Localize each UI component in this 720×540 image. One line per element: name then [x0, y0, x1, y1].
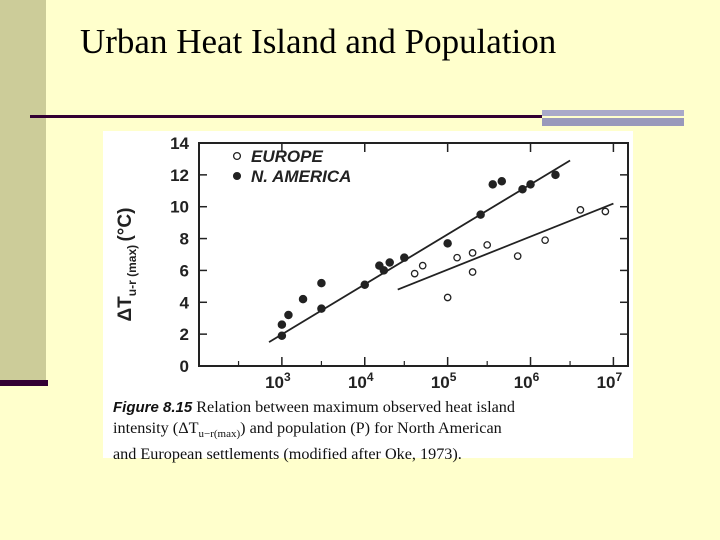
data-point-europe — [443, 293, 452, 302]
data-point-n-america — [317, 278, 326, 288]
data-point-n-america — [379, 266, 389, 275]
caption-line-3: and European settlements (modified after… — [113, 445, 462, 464]
title-divider — [30, 115, 542, 118]
data-point-n-america — [476, 210, 485, 219]
data-point-n-america — [400, 253, 409, 262]
left-accent-bar-base — [0, 380, 48, 386]
divider-accent-bottom — [542, 118, 684, 126]
data-point-n-america — [277, 331, 287, 340]
legend-label: N. AMERICA — [251, 167, 351, 186]
legend-marker — [232, 171, 242, 181]
caption-line-1: Relation between maximum observed heat i… — [196, 398, 515, 416]
y-tick-label: 4 — [180, 293, 190, 312]
y-tick-label: 8 — [180, 230, 189, 249]
data-point-n-america — [443, 239, 452, 248]
data-point-europe — [468, 268, 477, 276]
data-point-n-america — [518, 184, 527, 194]
left-accent-bar — [0, 0, 46, 382]
figure-panel: 0 2 4 6 8 10 12 14 103 104 105 106 107 ΔTu-r (max) (°… — [103, 131, 633, 463]
data-point-europe — [418, 261, 427, 270]
legend-marker — [232, 151, 242, 161]
data-point-europe — [483, 241, 492, 249]
plot-frame — [198, 142, 629, 367]
data-point-europe — [576, 206, 585, 214]
y-tick-label: 12 — [170, 166, 189, 185]
data-point-n-america — [360, 280, 370, 290]
data-point-n-america — [551, 170, 560, 180]
caption-line-2: intensity (ΔT — [113, 419, 199, 437]
y-tick-label: 0 — [180, 357, 189, 376]
data-point-europe — [601, 207, 610, 216]
data-point-n-america — [385, 258, 394, 267]
x-tick-label: 105 — [431, 370, 457, 392]
data-point-europe — [541, 236, 549, 245]
x-tick-label: 106 — [514, 370, 540, 392]
y-tick-label: 2 — [180, 325, 189, 344]
scatter-chart: 0 2 4 6 8 10 12 14 103 104 105 106 107 ΔTu-r (max) (°… — [115, 134, 629, 392]
y-tick-label: 14 — [170, 134, 189, 153]
y-tick-label: 10 — [170, 198, 189, 217]
figure-number: Figure 8.15 — [113, 399, 193, 416]
data-point-n-america — [277, 320, 287, 329]
data-point-n-america — [488, 180, 497, 189]
data-point-europe — [453, 253, 461, 262]
y-axis-label: ΔTu-r (max) (°C) — [115, 208, 139, 322]
legend-label: EUROPE — [251, 147, 323, 166]
x-tick-label: 104 — [348, 370, 374, 392]
trend-line — [397, 202, 614, 291]
data-point-europe — [468, 249, 477, 257]
data-point-n-america — [497, 176, 507, 186]
data-point-n-america — [284, 310, 293, 320]
caption-line-2b: ) and population (P) for North American — [240, 419, 502, 437]
x-tick-label: 103 — [265, 370, 291, 392]
data-point-n-america — [317, 304, 326, 313]
divider-accent-top — [542, 110, 684, 116]
data-point-europe — [410, 269, 419, 278]
y-tick-label: 6 — [180, 261, 189, 280]
slide-title: Urban Heat Island and Population — [80, 22, 557, 61]
data-point-n-america — [298, 294, 308, 304]
data-point-n-america — [526, 180, 535, 189]
x-tick-label: 107 — [597, 370, 623, 392]
figure-caption: Figure 8.15 Relation between maximum obs… — [113, 397, 628, 464]
caption-subscript: u−r(max) — [198, 428, 241, 441]
data-point-europe — [513, 252, 522, 260]
